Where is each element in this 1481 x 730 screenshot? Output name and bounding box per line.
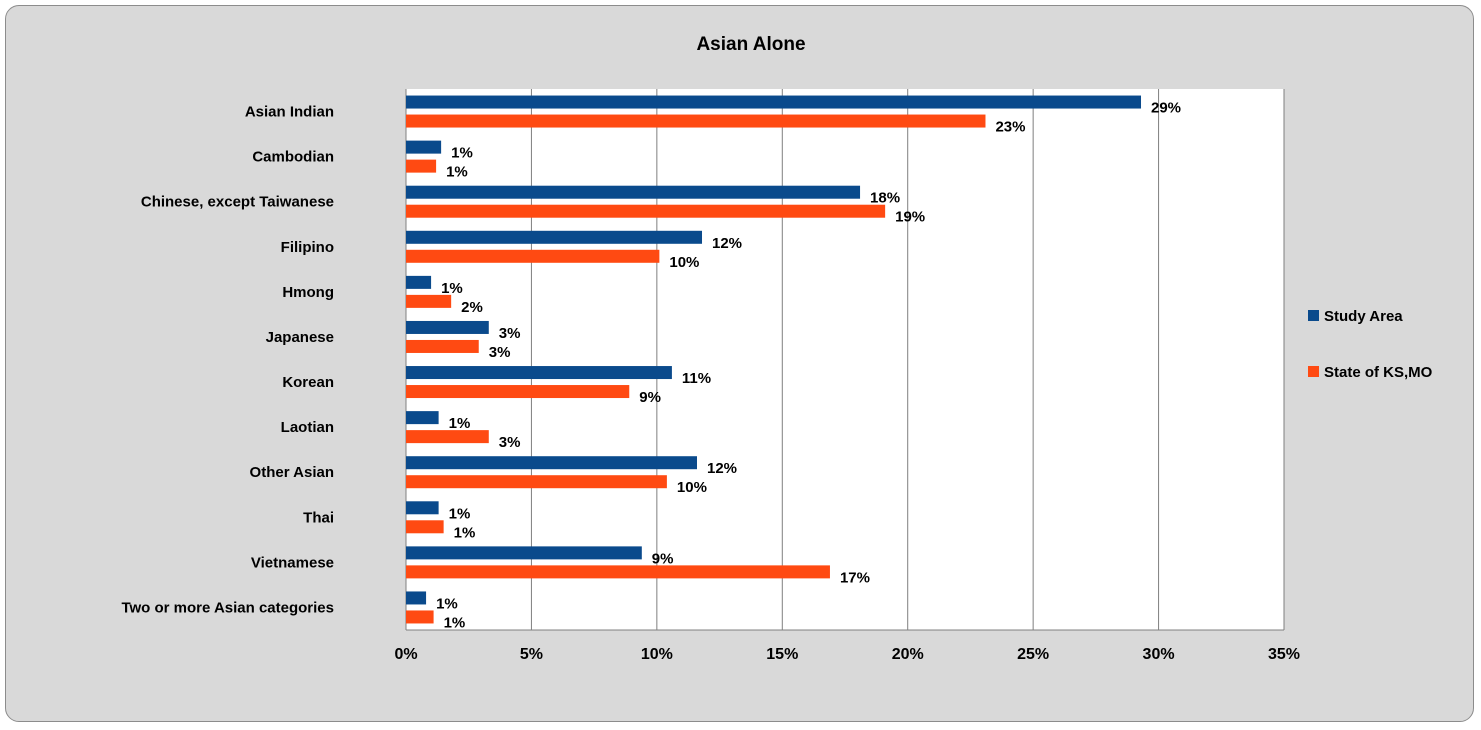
category-label: Filipino: [281, 239, 334, 256]
category-label: Laotian: [281, 419, 334, 436]
category-label: Chinese, except Taiwanese: [141, 194, 334, 211]
data-label: 11%: [682, 370, 711, 387]
data-label: 19%: [895, 209, 925, 226]
bar-chart: Asian Alone 29%23%1%1%18%19%12%10%1%2%3%…: [121, 34, 1433, 663]
category-labels: Asian Indian Cambodian Chinese, except Tai…: [121, 104, 334, 617]
category-label: Two or more Asian categories: [121, 599, 334, 616]
bar: [406, 95, 1142, 109]
x-tick-label: 35%: [1268, 646, 1300, 663]
bar: [406, 320, 489, 334]
bar: [406, 339, 479, 353]
data-label: 29%: [1151, 100, 1181, 117]
x-axis-ticks: 0% 5% 10% 15% 20% 25% 30% 35%: [394, 646, 1300, 663]
data-label: 1%: [441, 280, 463, 297]
x-tick-label: 5%: [520, 646, 543, 663]
category-label: Cambodian: [252, 149, 334, 166]
chart-frame: Asian Alone 29% 23% 1% 1% 18% 19% 12% 10% 1% 2% 3%…: [5, 5, 1474, 722]
bar: [406, 411, 439, 425]
bar: [406, 294, 452, 308]
x-tick-label: 25%: [1017, 646, 1049, 663]
data-label: 23%: [995, 119, 1025, 136]
x-tick-label: 15%: [766, 646, 798, 663]
x-tick-label: 20%: [892, 646, 924, 663]
x-tick-label: 0%: [394, 646, 417, 663]
category-label: Japanese: [266, 329, 334, 346]
bar: [406, 610, 434, 624]
bar: [406, 430, 489, 444]
bar: [406, 185, 861, 199]
data-label: 1%: [446, 164, 468, 181]
data-label: 17%: [840, 569, 870, 586]
gridlines: [405, 89, 1285, 631]
bar: [406, 565, 830, 579]
data-label: 10%: [677, 479, 707, 496]
bar: [406, 520, 444, 534]
x-tick-label: 30%: [1143, 646, 1175, 663]
bar: [406, 114, 986, 128]
data-label: 9%: [652, 550, 674, 567]
x-tick-label: 10%: [641, 646, 673, 663]
legend-swatch: [1308, 366, 1319, 377]
bar: [406, 249, 660, 263]
data-label: 3%: [489, 344, 511, 361]
bar: [406, 385, 630, 399]
category-label: Vietnamese: [251, 554, 334, 571]
bar: [406, 475, 667, 489]
data-label: 3%: [499, 325, 521, 342]
data-label: 12%: [712, 235, 742, 252]
data-label: 1%: [454, 524, 476, 541]
data-label: 1%: [451, 145, 473, 162]
data-label: 9%: [639, 389, 661, 406]
data-label: 10%: [669, 254, 699, 271]
data-label: 12%: [707, 460, 737, 477]
plot-area: [406, 89, 1284, 630]
data-label: 18%: [870, 190, 900, 207]
legend-label: Study Area: [1324, 308, 1403, 325]
legend: Study Area State of KS,MO: [1308, 308, 1433, 381]
legend-label: State of KS,MO: [1324, 364, 1433, 381]
bar: [406, 230, 703, 244]
category-label: Korean: [282, 374, 334, 391]
bar: [406, 501, 439, 515]
data-labels: 29%23%1%1%18%19%12%10%1%2%3%3%11%9%1%3%1…: [436, 100, 1181, 632]
bar: [406, 140, 442, 154]
data-label: 3%: [499, 434, 521, 451]
category-label: Hmong: [282, 284, 334, 301]
legend-swatch: [1308, 310, 1319, 321]
bar: [406, 159, 437, 173]
data-label: 1%: [449, 415, 471, 432]
chart-title: Asian Alone: [696, 34, 805, 55]
bar: [406, 204, 886, 218]
data-label: 1%: [444, 614, 466, 631]
data-label: 1%: [449, 505, 471, 522]
bars: [406, 95, 1142, 624]
category-label: Other Asian: [250, 464, 334, 481]
bar: [406, 591, 427, 605]
bar: [406, 456, 697, 470]
category-label: Thai: [303, 509, 334, 526]
data-label: 2%: [461, 299, 483, 316]
category-label: Asian Indian: [245, 104, 334, 121]
data-label: 1%: [436, 595, 458, 612]
bar: [406, 275, 432, 289]
bar: [406, 546, 642, 560]
bar: [406, 366, 672, 380]
